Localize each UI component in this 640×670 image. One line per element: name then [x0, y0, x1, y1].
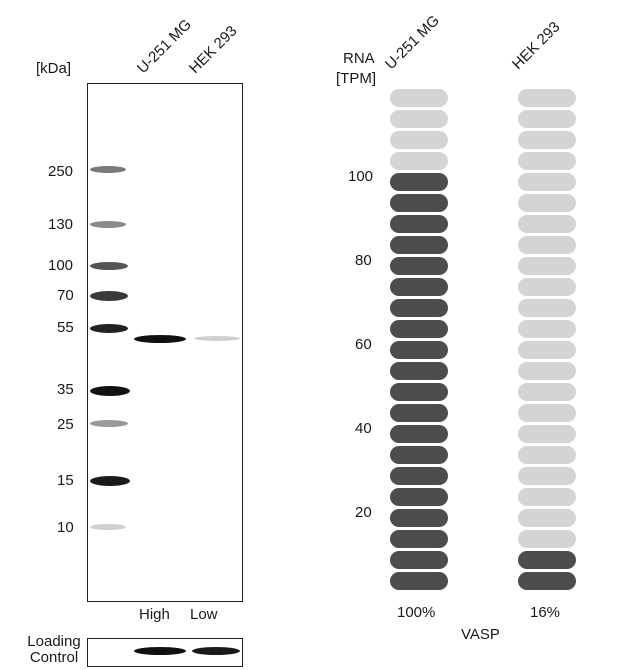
- marker-label-15: 15: [57, 472, 74, 489]
- rna-segment: [518, 257, 576, 275]
- rna-tick-100: 100: [348, 168, 374, 185]
- rna-percent-hek293: 16%: [530, 604, 561, 621]
- rna-segment: [518, 236, 576, 254]
- rna-segment: [390, 362, 448, 380]
- rna-segment: [390, 257, 448, 275]
- lane-bottom-label-high: High: [139, 606, 170, 623]
- marker-label-10: 10: [57, 519, 74, 536]
- rna-segment: [390, 299, 448, 317]
- ladder-band-70: [90, 291, 128, 301]
- rna-segment: [518, 467, 576, 485]
- rna-segment: [518, 131, 576, 149]
- ladder-band-35: [90, 386, 130, 396]
- rna-segment: [518, 404, 576, 422]
- rna-segment: [518, 215, 576, 233]
- marker-label-35: 35: [57, 381, 74, 398]
- rna-segment: [390, 131, 448, 149]
- rna-segment: [390, 173, 448, 191]
- rna-segment: [390, 89, 448, 107]
- rna-segment: [518, 110, 576, 128]
- rna-axis-title-line2: [TPM]: [336, 70, 376, 87]
- rna-segment: [390, 572, 448, 590]
- ladder-band-10: [90, 524, 126, 530]
- rna-tick-80: 80: [355, 252, 372, 269]
- loading-band-hek293: [192, 647, 240, 655]
- marker-label-100: 100: [48, 257, 74, 274]
- ladder-band-100: [90, 262, 128, 270]
- rna-segment: [390, 110, 448, 128]
- loading-control-label: Loading Control: [27, 633, 81, 666]
- rna-tick-20: 20: [355, 504, 372, 521]
- rna-segment: [518, 152, 576, 170]
- lane-label-hek293: HEK 293: [185, 22, 241, 78]
- rna-segment: [390, 530, 448, 548]
- marker-label-55: 55: [57, 319, 74, 336]
- rna-segment: [518, 383, 576, 401]
- rna-percent-u251mg: 100%: [397, 604, 436, 621]
- rna-segment: [518, 572, 576, 590]
- rna-segment: [518, 278, 576, 296]
- rna-axis-title-line1: RNA: [343, 50, 375, 67]
- sample-band-u251mg: [134, 335, 186, 343]
- kda-unit-label: [kDa]: [36, 60, 72, 77]
- loading-band-u251mg: [134, 647, 186, 655]
- ladder-band-25: [90, 420, 128, 427]
- rna-segment: [518, 299, 576, 317]
- ladder-band-55: [90, 324, 128, 333]
- rna-segment: [518, 320, 576, 338]
- rna-segment-column-u251mg: [390, 0, 448, 600]
- rna-segment: [518, 530, 576, 548]
- rna-segment-column-hek293: [518, 0, 576, 600]
- rna-segment: [390, 236, 448, 254]
- loading-control-blot: [87, 638, 243, 667]
- rna-segment: [390, 488, 448, 506]
- rna-segment: [390, 383, 448, 401]
- rna-segment: [390, 152, 448, 170]
- ladder-band-15: [90, 476, 130, 486]
- rna-segment: [390, 509, 448, 527]
- rna-segment: [518, 446, 576, 464]
- lane-bottom-label-low: Low: [190, 606, 218, 623]
- sample-band-hek293: [194, 336, 240, 341]
- rna-segment: [390, 404, 448, 422]
- rna-segment: [390, 194, 448, 212]
- marker-label-250: 250: [48, 163, 74, 180]
- rna-segment: [390, 425, 448, 443]
- western-blot-image: [87, 83, 243, 602]
- lane-label-u251mg: U-251 MG: [133, 16, 195, 77]
- rna-tick-40: 40: [355, 420, 372, 437]
- marker-label-70: 70: [57, 287, 74, 304]
- rna-segment: [518, 488, 576, 506]
- rna-segment: [390, 320, 448, 338]
- ladder-band-250: [90, 166, 126, 173]
- rna-segment: [518, 89, 576, 107]
- ladder-band-130: [90, 221, 126, 228]
- rna-segment: [390, 278, 448, 296]
- rna-tick-60: 60: [355, 336, 372, 353]
- rna-segment: [518, 173, 576, 191]
- rna-segment: [390, 467, 448, 485]
- rna-segment: [518, 341, 576, 359]
- rna-segment: [390, 446, 448, 464]
- rna-segment: [518, 551, 576, 569]
- rna-segment: [518, 509, 576, 527]
- rna-segment: [390, 215, 448, 233]
- rna-segment: [518, 362, 576, 380]
- rna-segment: [518, 194, 576, 212]
- gene-name-label: VASP: [461, 626, 500, 643]
- marker-label-130: 130: [48, 216, 74, 233]
- rna-segment: [390, 341, 448, 359]
- rna-segment: [518, 425, 576, 443]
- marker-label-25: 25: [57, 416, 74, 433]
- rna-segment: [390, 551, 448, 569]
